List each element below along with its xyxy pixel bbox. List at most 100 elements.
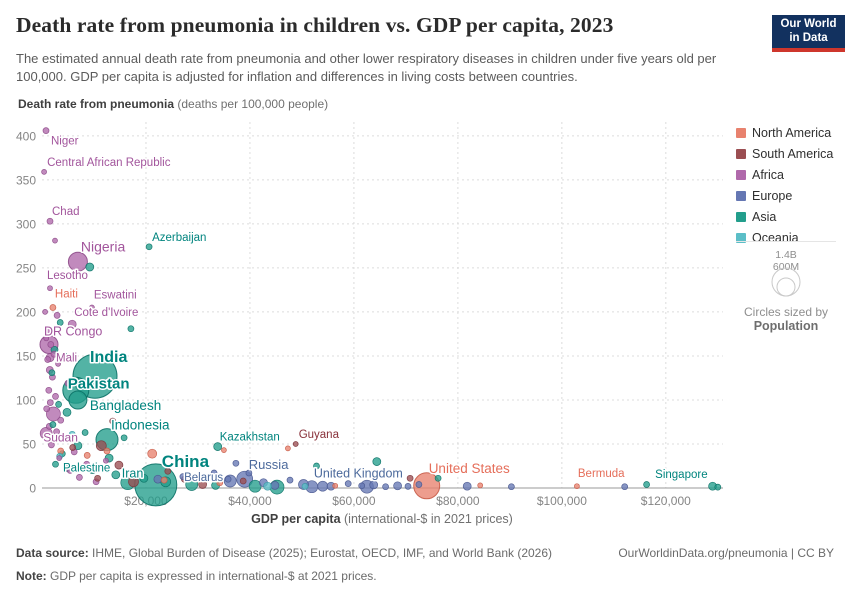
data-point[interactable] (216, 479, 224, 487)
data-point[interactable] (372, 457, 382, 466)
data-point[interactable] (103, 457, 109, 464)
data-point[interactable] (81, 429, 89, 436)
data-point[interactable] (62, 407, 72, 417)
data-point-haiti[interactable] (49, 304, 57, 311)
data-point[interactable] (49, 421, 57, 428)
data-point[interactable] (53, 312, 61, 319)
data-point[interactable] (210, 469, 218, 477)
data-point[interactable] (477, 482, 484, 489)
data-point[interactable] (114, 460, 124, 470)
data-point[interactable] (369, 480, 379, 490)
data-point[interactable] (415, 481, 423, 488)
data-point[interactable] (109, 417, 117, 425)
data-point-nigeria[interactable] (67, 251, 88, 272)
data-point-niger[interactable] (42, 127, 50, 134)
data-point[interactable] (61, 435, 69, 443)
data-point[interactable] (94, 474, 101, 482)
legend-item-asia[interactable]: Asia (736, 210, 838, 224)
data-point[interactable] (404, 483, 412, 490)
data-point-eswatini[interactable] (89, 304, 95, 311)
data-point[interactable] (57, 447, 65, 455)
data-point[interactable] (111, 470, 121, 480)
data-point[interactable] (406, 474, 414, 482)
data-point[interactable] (44, 356, 52, 363)
data-point[interactable] (47, 341, 55, 348)
data-point[interactable] (714, 483, 722, 491)
data-point[interactable] (621, 483, 629, 491)
data-point[interactable] (127, 325, 135, 333)
data-point[interactable] (91, 463, 99, 471)
data-point[interactable] (66, 467, 74, 474)
data-point-guyana[interactable] (292, 441, 299, 447)
legend-item-south-america[interactable]: South America (736, 147, 838, 161)
data-point[interactable] (285, 445, 291, 452)
data-point[interactable] (72, 377, 80, 384)
data-point-bangladesh[interactable] (68, 390, 88, 410)
data-point[interactable] (643, 481, 650, 488)
data-point[interactable] (332, 482, 339, 489)
data-point-cote-d-ivoire[interactable] (67, 319, 77, 329)
data-point[interactable] (462, 481, 472, 491)
data-point[interactable] (64, 379, 72, 387)
data-point[interactable] (239, 477, 247, 485)
data-point[interactable] (104, 466, 111, 473)
data-point[interactable] (45, 386, 53, 394)
data-point-azerbaijan[interactable] (145, 243, 153, 251)
owid-logo[interactable]: Our World in Data (772, 15, 845, 52)
data-point[interactable] (76, 474, 83, 481)
data-point[interactable] (61, 352, 68, 360)
data-point[interactable] (46, 406, 61, 422)
data-point[interactable] (382, 483, 389, 491)
data-point[interactable] (69, 444, 77, 451)
data-point[interactable] (83, 460, 91, 468)
data-point-lesotho[interactable] (47, 285, 53, 292)
data-point[interactable] (43, 405, 51, 413)
data-point-central-african-republic[interactable] (41, 169, 47, 175)
data-point[interactable] (160, 476, 168, 484)
data-point[interactable] (43, 335, 50, 342)
data-point-bermuda[interactable] (574, 483, 580, 490)
data-point[interactable] (139, 473, 149, 483)
data-point[interactable] (245, 469, 253, 477)
data-point[interactable] (508, 483, 515, 491)
legend-item-oceania[interactable]: Oceania (736, 231, 838, 245)
data-point[interactable] (358, 482, 366, 490)
data-point[interactable] (179, 473, 187, 480)
data-point[interactable] (83, 452, 91, 459)
data-point[interactable] (232, 459, 240, 467)
data-point-belarus[interactable] (224, 475, 232, 483)
owid-url-license[interactable]: OurWorldinData.org/pneumonia | CC BY (618, 546, 834, 560)
data-point[interactable] (55, 401, 62, 408)
data-point[interactable] (147, 448, 158, 459)
data-point[interactable] (120, 434, 128, 442)
legend-item-north-america[interactable]: North America (736, 126, 838, 140)
data-point[interactable] (221, 447, 227, 453)
legend-item-europe[interactable]: Europe (736, 189, 838, 203)
data-point[interactable] (95, 440, 107, 452)
data-point[interactable] (263, 481, 272, 491)
data-point[interactable] (301, 483, 309, 490)
data-point[interactable] (153, 474, 163, 484)
data-point[interactable] (56, 319, 64, 326)
data-point[interactable] (55, 361, 61, 367)
data-point[interactable] (48, 369, 56, 377)
data-point[interactable] (286, 476, 294, 484)
data-point[interactable] (434, 474, 442, 482)
data-point[interactable] (44, 327, 52, 335)
data-point[interactable] (317, 480, 329, 492)
data-point[interactable] (42, 309, 48, 315)
data-point[interactable] (53, 428, 60, 436)
data-point[interactable] (344, 480, 352, 487)
data-point[interactable] (57, 416, 65, 424)
data-point-kazakhstan[interactable] (213, 442, 223, 451)
data-point[interactable] (48, 441, 55, 449)
data-point[interactable] (126, 471, 134, 479)
data-point[interactable] (52, 237, 58, 244)
data-point[interactable] (393, 481, 402, 491)
data-point-united-states[interactable] (413, 472, 441, 500)
data-point[interactable] (270, 481, 280, 490)
data-point[interactable] (56, 455, 63, 461)
data-point[interactable] (85, 262, 95, 272)
data-point[interactable] (128, 476, 139, 488)
data-point[interactable] (68, 430, 76, 438)
